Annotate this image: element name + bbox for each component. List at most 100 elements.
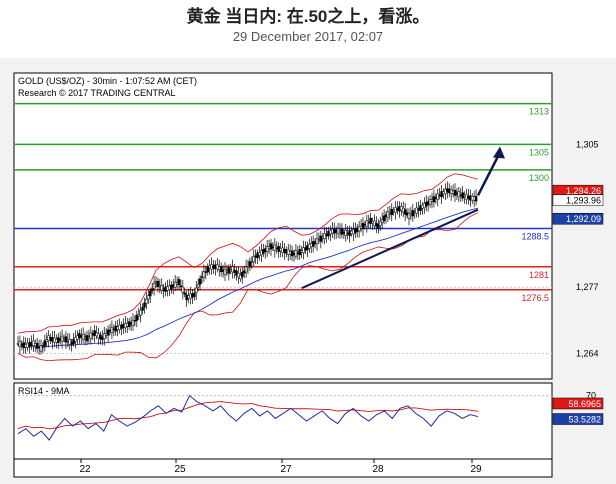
candle-body	[239, 274, 242, 280]
chart-area: 1,264 1,277 1,305 1313 1305 1300 1288.5 1281 12…	[0, 58, 616, 484]
price-panel	[13, 72, 553, 380]
candle-body	[365, 220, 369, 227]
rsi-line	[17, 394, 479, 441]
candle-body	[64, 336, 68, 343]
bollinger-upper	[17, 173, 479, 334]
candle-body	[377, 223, 380, 229]
price-tick-label: 1,264	[576, 349, 599, 359]
candle-body	[149, 290, 152, 297]
candle-body	[369, 217, 372, 224]
candle-body	[382, 215, 386, 222]
candle-body	[143, 302, 146, 308]
candle-body	[43, 340, 47, 347]
x-tick-label-28: 28	[372, 464, 384, 475]
candle-body	[195, 287, 198, 293]
page-title: 黄金 当日内: 在.50之上，看涨。	[186, 7, 430, 26]
candle-body	[160, 284, 163, 291]
price-tick-label: 1,277	[576, 282, 599, 292]
candle-body	[432, 196, 436, 203]
candle-body	[386, 211, 390, 218]
candle-body	[206, 266, 209, 273]
level-label-1288.5: 1288.5	[521, 232, 549, 242]
candle-body	[231, 266, 234, 273]
rsi-badge-label: 58.6965	[568, 399, 601, 409]
candle-body	[106, 329, 110, 336]
candle-body	[179, 285, 183, 288]
projection-arrow-head	[493, 146, 505, 159]
candle-body	[457, 191, 461, 198]
rsi-badge	[552, 397, 604, 410]
candle-body	[248, 261, 252, 268]
candle-body	[152, 283, 156, 289]
candle-body	[379, 221, 382, 226]
candle-body	[361, 223, 365, 229]
level-label-1276.5: 1276.5	[521, 293, 549, 303]
candle-body	[181, 286, 185, 293]
rsi-badge	[552, 413, 604, 425]
candle-body	[315, 238, 319, 245]
rsi-badge-label: 53.5282	[568, 415, 601, 425]
price-badge-label: 1,294.26	[566, 186, 601, 196]
x-tick-label-27: 27	[280, 464, 292, 475]
candle-body	[141, 307, 144, 311]
rsi-level-label: 70	[586, 391, 596, 401]
bollinger-lower	[17, 212, 479, 362]
rsi-title: RSI14 - 9MA	[18, 386, 70, 396]
candle-body	[139, 309, 142, 316]
candle-body	[131, 319, 135, 326]
candle-body	[193, 292, 196, 297]
candle-body	[319, 235, 323, 242]
candle-body	[198, 278, 202, 285]
price-badge-label: 1,293.96	[566, 196, 601, 206]
candle-body	[474, 196, 478, 202]
support-trendline	[301, 208, 479, 290]
page-subtitle: 29 December 2017, 02:07	[232, 29, 384, 44]
x-tick-label-25: 25	[174, 464, 186, 475]
candle-body	[407, 212, 411, 219]
candle-body	[89, 332, 93, 339]
candle-body	[103, 333, 106, 339]
candle-body	[150, 288, 154, 292]
candle-body	[244, 266, 248, 273]
rsi-panel	[13, 382, 553, 460]
price-chart-svg: 1,264 1,277 1,305 1313 1305 1300 1288.5 1281 12…	[13, 72, 604, 478]
header: 黄金 当日内: 在.50之上，看涨。 29 December 2017, 02:…	[0, 0, 616, 59]
candle-body	[241, 271, 244, 277]
candle-body	[390, 208, 393, 215]
rsi-ma-line	[17, 401, 479, 430]
candle-body	[135, 314, 139, 321]
price-tick-label: 1,305	[576, 139, 599, 149]
price-badge	[552, 212, 604, 225]
candle-body	[177, 279, 181, 286]
candle-body	[403, 209, 407, 215]
candle-body	[183, 292, 186, 295]
x-tick-label-22: 22	[79, 464, 91, 475]
candle-body	[39, 345, 43, 352]
candle-body	[145, 298, 148, 304]
candle-body	[428, 199, 432, 205]
copyright-label: Research © 2017 TRADING CENTRAL	[18, 88, 176, 98]
candle-body	[415, 207, 418, 214]
x-tick-label-29: 29	[470, 464, 482, 475]
candle-body	[269, 243, 273, 250]
candle-body	[85, 335, 89, 342]
candle-body	[156, 281, 160, 288]
x-axis-strip	[13, 458, 553, 478]
candle-body	[340, 228, 344, 235]
candle-body	[202, 271, 206, 278]
candle-body	[35, 342, 39, 349]
level-label-1300: 1300	[529, 173, 549, 183]
moving-average-line	[17, 207, 479, 349]
candle-body	[436, 193, 439, 200]
candle-body	[219, 266, 223, 273]
price-badge	[552, 194, 604, 206]
candle-body	[173, 281, 177, 288]
level-label-1305: 1305	[529, 147, 549, 157]
candle-body	[252, 256, 255, 263]
projection-arrow-line	[476, 151, 502, 196]
candle-body	[196, 284, 200, 288]
candle-body	[133, 320, 137, 322]
instrument-label: GOLD (US$/OZ) - 30min - 1:07:52 AM (CET)	[18, 76, 197, 86]
candle-body	[411, 210, 415, 217]
candle-body	[265, 246, 269, 252]
